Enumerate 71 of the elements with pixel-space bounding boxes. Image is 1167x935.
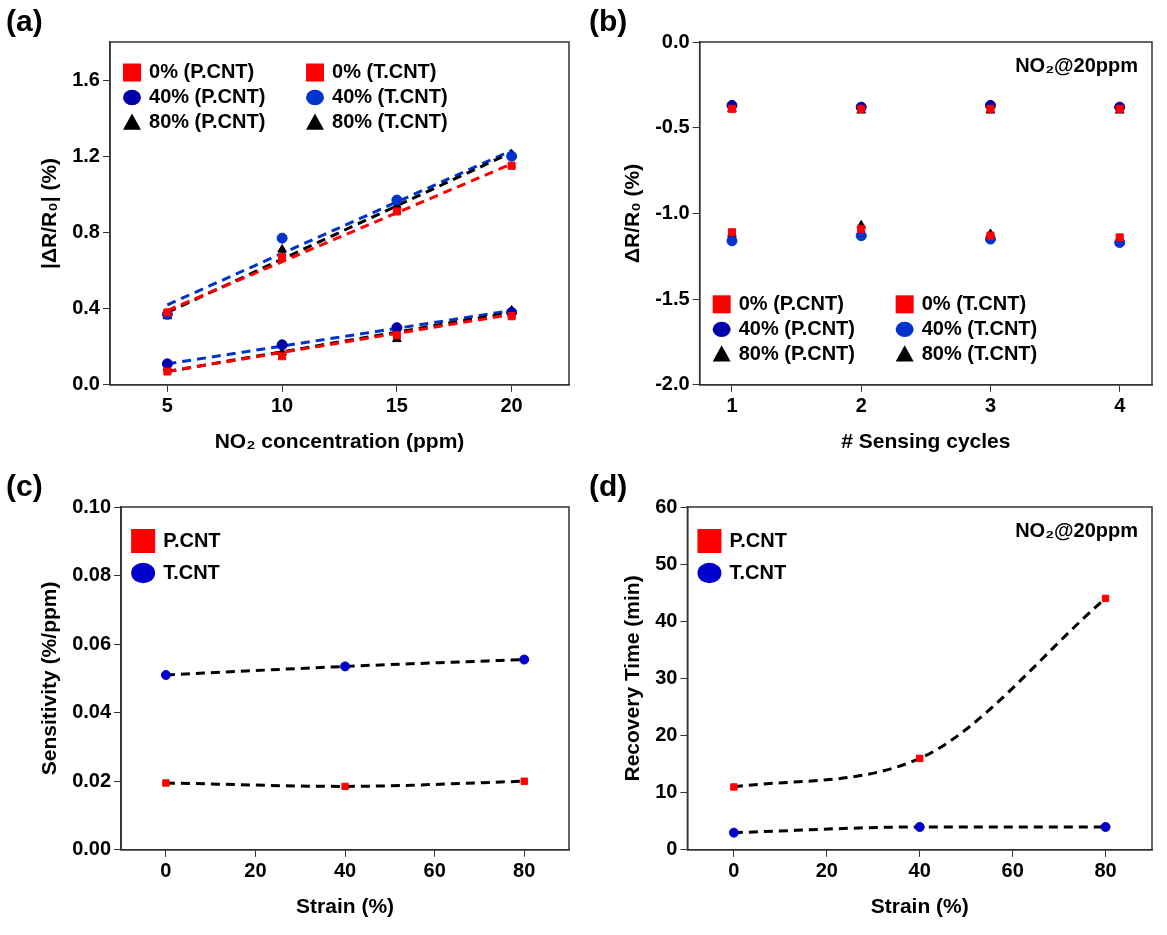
x-axis-title: Strain (%)	[870, 894, 969, 918]
y-tick-label: 40	[655, 608, 678, 631]
chart-title: (a)	[6, 4, 43, 38]
legend-label: 80% (P.CNT)	[149, 110, 266, 133]
annotation: NO₂@20ppm	[1015, 53, 1138, 76]
x-tick-label: 40	[908, 859, 931, 882]
chart-title: (c)	[6, 469, 43, 503]
y-tick-label: 0.06	[72, 631, 112, 654]
legend-label: 40% (T.CNT)	[332, 85, 448, 108]
y-tick-label: 0.08	[72, 563, 112, 586]
legend-label: 80% (T.CNT)	[921, 341, 1038, 364]
x-tick-label: 60	[1001, 859, 1024, 882]
legend-label: 40% (T.CNT)	[921, 316, 1038, 339]
x-tick-label: 2	[855, 394, 867, 417]
x-tick-label: 20	[244, 859, 267, 882]
x-tick-label: 4	[1114, 394, 1127, 417]
x-axis-title: NO₂ concentration (ppm)	[214, 429, 465, 453]
y-tick-label: 0.0	[72, 372, 100, 395]
y-tick-label: -1.0	[655, 200, 690, 223]
legend-label: 80% (P.CNT)	[738, 341, 855, 364]
x-tick-label: 80	[1094, 859, 1117, 882]
y-tick-label: 30	[655, 665, 678, 688]
legend-label: T.CNT	[163, 560, 220, 583]
x-tick-label: 15	[385, 394, 408, 417]
y-axis-title: Sensitivity (%/ppm)	[37, 581, 61, 776]
y-axis-title: Recovery Time (min)	[620, 575, 644, 782]
annotation: NO₂@20ppm	[1015, 518, 1138, 541]
legend-label: 80% (T.CNT)	[332, 110, 448, 133]
chart-title: (d)	[589, 469, 628, 503]
y-axis-title: ΔR/R₀ (%)	[620, 163, 644, 264]
y-tick-label: 0.8	[72, 219, 100, 242]
x-axis-title: Strain (%)	[296, 894, 395, 918]
y-tick-label: 60	[655, 494, 678, 517]
y-tick-label: 1.6	[72, 67, 100, 90]
x-tick-label: 20	[815, 859, 838, 882]
legend-label: 40% (P.CNT)	[149, 85, 266, 108]
y-tick-label: 0.10	[72, 494, 112, 517]
legend-label: P.CNT	[163, 528, 221, 551]
y-tick-label: 0	[666, 837, 678, 860]
x-tick-label: 20	[500, 394, 523, 417]
legend-label: 40% (P.CNT)	[738, 316, 855, 339]
legend-label: 0% (P.CNT)	[738, 291, 844, 314]
x-tick-label: 0	[728, 859, 740, 882]
y-tick-label: -0.5	[655, 115, 690, 138]
y-tick-label: 50	[655, 551, 678, 574]
y-tick-label: 0.02	[72, 768, 112, 791]
legend-label: P.CNT	[729, 528, 787, 551]
y-tick-label: 0.00	[72, 837, 112, 860]
y-tick-label: -2.0	[655, 372, 690, 395]
y-tick-label: 0.0	[661, 29, 690, 52]
y-tick-label: 10	[655, 780, 678, 803]
y-tick-label: 1.2	[72, 143, 100, 166]
legend-label: 0% (T.CNT)	[921, 291, 1027, 314]
x-tick-label: 0	[160, 859, 172, 882]
x-tick-label: 10	[271, 394, 294, 417]
x-tick-label: 40	[333, 859, 357, 882]
y-tick-label: -1.5	[655, 286, 690, 309]
y-tick-label: 20	[655, 723, 678, 746]
y-tick-label: 0.04	[72, 700, 112, 723]
x-tick-label: 5	[161, 394, 173, 417]
legend-label: 0% (P.CNT)	[149, 60, 255, 83]
x-tick-label: 80	[513, 859, 536, 882]
x-tick-label: 1	[726, 394, 738, 417]
x-tick-label: 3	[984, 394, 997, 417]
x-tick-label: 60	[423, 859, 446, 882]
legend-label: 0% (T.CNT)	[332, 60, 437, 83]
y-axis-title: |ΔR/R₀| (%)	[37, 157, 61, 269]
chart-title: (b)	[589, 4, 628, 38]
x-axis-title: # Sensing cycles	[841, 429, 1011, 453]
legend-label: T.CNT	[729, 560, 787, 583]
y-tick-label: 0.4	[72, 296, 101, 319]
